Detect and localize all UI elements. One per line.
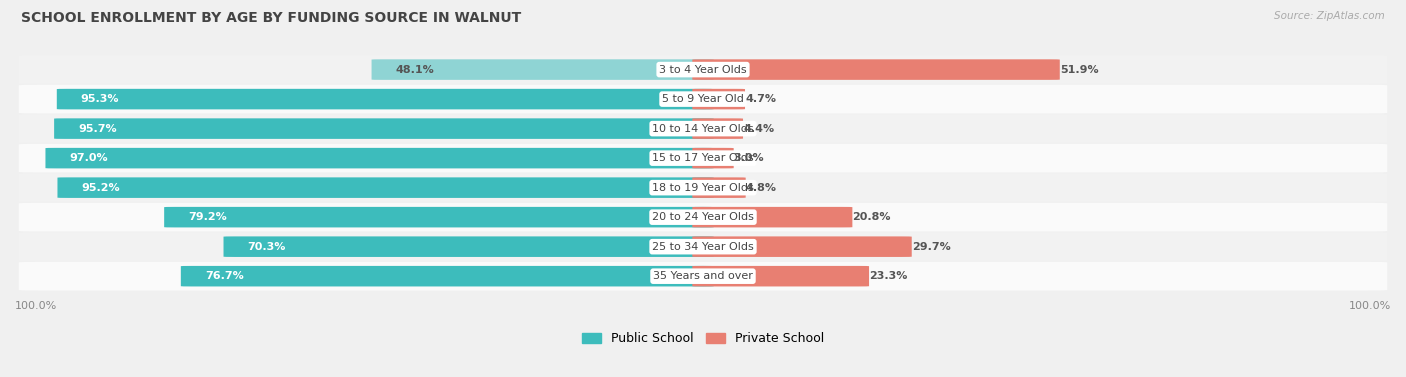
Text: 20 to 24 Year Olds: 20 to 24 Year Olds: [652, 212, 754, 222]
Text: 10 to 14 Year Olds: 10 to 14 Year Olds: [652, 124, 754, 133]
Legend: Public School, Private School: Public School, Private School: [582, 332, 824, 345]
Text: 51.9%: 51.9%: [1060, 64, 1098, 75]
Text: 95.2%: 95.2%: [82, 182, 120, 193]
FancyBboxPatch shape: [165, 207, 714, 227]
FancyBboxPatch shape: [692, 177, 745, 198]
Text: 23.3%: 23.3%: [869, 271, 907, 281]
Text: SCHOOL ENROLLMENT BY AGE BY FUNDING SOURCE IN WALNUT: SCHOOL ENROLLMENT BY AGE BY FUNDING SOUR…: [21, 11, 522, 25]
Text: 70.3%: 70.3%: [247, 242, 285, 252]
FancyBboxPatch shape: [692, 89, 745, 109]
Text: 4.4%: 4.4%: [742, 124, 775, 133]
FancyBboxPatch shape: [53, 118, 714, 139]
FancyBboxPatch shape: [692, 266, 869, 287]
FancyBboxPatch shape: [371, 59, 714, 80]
FancyBboxPatch shape: [692, 59, 1060, 80]
Text: 29.7%: 29.7%: [911, 242, 950, 252]
Text: 48.1%: 48.1%: [395, 64, 434, 75]
Text: 3 to 4 Year Olds: 3 to 4 Year Olds: [659, 64, 747, 75]
Text: 97.0%: 97.0%: [69, 153, 108, 163]
Text: 25 to 34 Year Olds: 25 to 34 Year Olds: [652, 242, 754, 252]
Text: 76.7%: 76.7%: [205, 271, 243, 281]
Text: 5 to 9 Year Old: 5 to 9 Year Old: [662, 94, 744, 104]
Text: Source: ZipAtlas.com: Source: ZipAtlas.com: [1274, 11, 1385, 21]
Text: 95.7%: 95.7%: [79, 124, 117, 133]
FancyBboxPatch shape: [692, 118, 742, 139]
Text: 95.3%: 95.3%: [80, 94, 120, 104]
FancyBboxPatch shape: [18, 144, 1388, 172]
Text: 35 Years and over: 35 Years and over: [652, 271, 754, 281]
FancyBboxPatch shape: [692, 207, 852, 227]
FancyBboxPatch shape: [692, 236, 911, 257]
FancyBboxPatch shape: [224, 236, 714, 257]
FancyBboxPatch shape: [45, 148, 714, 169]
FancyBboxPatch shape: [181, 266, 714, 287]
FancyBboxPatch shape: [18, 114, 1388, 143]
FancyBboxPatch shape: [58, 177, 714, 198]
Text: 15 to 17 Year Olds: 15 to 17 Year Olds: [652, 153, 754, 163]
FancyBboxPatch shape: [18, 173, 1388, 202]
FancyBboxPatch shape: [56, 89, 714, 109]
Text: 4.7%: 4.7%: [745, 94, 776, 104]
Text: 18 to 19 Year Olds: 18 to 19 Year Olds: [652, 182, 754, 193]
FancyBboxPatch shape: [18, 203, 1388, 231]
FancyBboxPatch shape: [18, 262, 1388, 291]
Text: 79.2%: 79.2%: [188, 212, 226, 222]
FancyBboxPatch shape: [18, 85, 1388, 113]
FancyBboxPatch shape: [692, 148, 734, 169]
Text: 20.8%: 20.8%: [852, 212, 891, 222]
Text: 4.8%: 4.8%: [745, 182, 776, 193]
FancyBboxPatch shape: [18, 55, 1388, 84]
FancyBboxPatch shape: [18, 232, 1388, 261]
Text: 3.0%: 3.0%: [734, 153, 765, 163]
